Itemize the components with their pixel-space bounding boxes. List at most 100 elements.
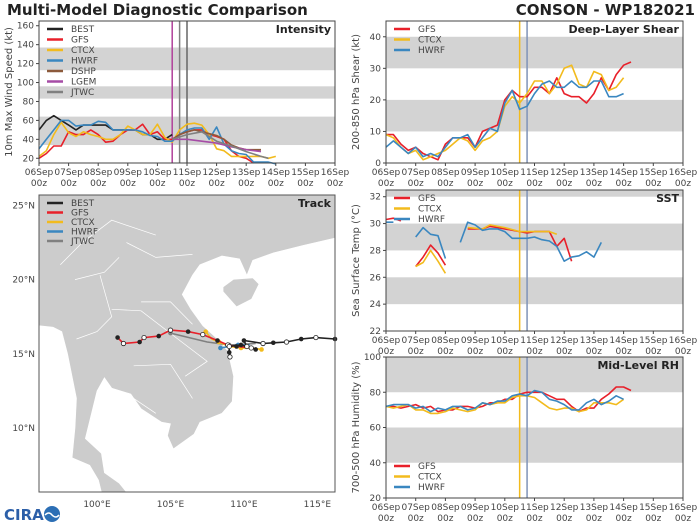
legend-label-hwrf: HWRF	[418, 483, 445, 493]
x-tick-label-date: 08Sep	[431, 168, 460, 178]
lat-tick-label: 15°N	[12, 350, 35, 360]
sst-series-hwrf	[386, 221, 603, 262]
x-tick-label-hour: 00z	[645, 514, 661, 524]
legend-label-gfs: GFS	[71, 209, 89, 219]
x-tick-label-date: 06Sep	[372, 503, 401, 513]
shaded-band	[386, 36, 683, 69]
legend-label-gfs: GFS	[418, 462, 436, 472]
track-point-gfs	[248, 345, 254, 351]
lon-tick-label: 115°E	[304, 500, 332, 510]
x-tick-label-date: 12Sep	[202, 168, 231, 178]
x-tick-label-hour: 00z	[437, 179, 453, 189]
x-tick-label-date: 08Sep	[431, 336, 460, 346]
track-point-best	[226, 343, 232, 350]
x-tick-label-hour: 00z	[526, 179, 542, 189]
x-tick-label-date: 15Sep	[639, 503, 668, 513]
y-tick-label: 20	[370, 96, 382, 106]
y-tick-label: 32	[370, 193, 381, 203]
shaded-band	[386, 190, 683, 197]
x-tick-label-date: 12Sep	[550, 168, 579, 178]
x-tick-label-hour: 00z	[120, 179, 136, 189]
legend-label-best: BEST	[71, 25, 95, 35]
x-tick-label-hour: 00z	[378, 179, 394, 189]
x-tick-label-hour: 00z	[645, 179, 661, 189]
country-border	[141, 301, 193, 325]
intensity-series-jtwc	[171, 131, 269, 160]
y-tick-label: 140	[17, 41, 34, 51]
x-tick-label-date: 16Sep	[669, 336, 698, 346]
x-tick-label-hour: 00z	[61, 179, 77, 189]
x-tick-label-hour: 00z	[149, 179, 165, 189]
x-tick-label-date: 08Sep	[431, 503, 460, 513]
x-tick-label-date: 11Sep	[520, 503, 549, 513]
legend-label-jtwc: JTWC	[70, 237, 94, 247]
legend-label-ctcx: CTCX	[71, 218, 95, 228]
legend-label-ctcx: CTCX	[418, 473, 442, 483]
track-panel: 100°E 105°E 110°E 115°E 25°N 20°N 15°N 10°N Trac…	[12, 194, 338, 510]
x-tick-label-hour: 00z	[467, 179, 483, 189]
x-tick-label-hour: 00z	[497, 514, 513, 524]
x-tick-label-hour: 00z	[467, 347, 483, 357]
legend-label-gfs: GFS	[418, 25, 436, 35]
x-tick-label-hour: 00z	[467, 514, 483, 524]
intensity-panel: 2040608010012014016006Sep00z07Sep00z08Se…	[4, 20, 349, 189]
rh-series-ctcx	[385, 395, 625, 415]
x-tick-label-date: 07Sep	[401, 503, 430, 513]
track-point-best	[226, 350, 232, 355]
x-tick-label-date: 14Sep	[262, 168, 291, 178]
y-tick-label: 100	[364, 353, 381, 363]
x-tick-label-date: 14Sep	[609, 336, 638, 346]
x-tick-label-date: 15Sep	[291, 168, 320, 178]
x-tick-label-date: 15Sep	[639, 336, 668, 346]
x-tick-label-hour: 00z	[179, 179, 195, 189]
country-border	[76, 275, 113, 340]
intensity-y-axis-label: 10m Max Wind Speed (kt)	[4, 27, 15, 157]
x-tick-label-date: 14Sep	[609, 503, 638, 513]
intensity-series-hwrf	[38, 119, 276, 165]
track-panel-title: Track	[298, 197, 332, 210]
x-tick-label-hour: 00z	[526, 347, 542, 357]
x-tick-label-hour: 00z	[675, 514, 691, 524]
y-tick-label: 10	[370, 127, 382, 137]
track-point-gfs	[185, 329, 191, 334]
track-point-hwrf	[218, 345, 223, 351]
x-tick-label-date: 13Sep	[580, 503, 609, 513]
figure-title: Multi-Model Diagnostic Comparison	[7, 1, 308, 19]
x-tick-label-date: 07Sep	[401, 336, 430, 346]
x-tick-label-hour: 00z	[327, 179, 343, 189]
track-point-best	[227, 354, 233, 360]
x-tick-label-hour: 00z	[497, 347, 513, 357]
x-tick-label-hour: 00z	[586, 347, 602, 357]
legend-label-gfs: GFS	[418, 194, 436, 204]
sst-plot-area	[386, 190, 683, 331]
legend-label-jtwc: JTWC	[70, 88, 94, 98]
country-border	[60, 219, 156, 266]
x-tick-label-date: 16Sep	[669, 168, 698, 178]
track-point-best	[260, 340, 266, 347]
track-point-best	[298, 336, 304, 342]
lat-tick-label: 10°N	[12, 424, 35, 434]
y-tick-label: 20	[23, 154, 35, 164]
x-tick-label-date: 13Sep	[232, 168, 261, 178]
x-tick-label-hour: 00z	[31, 179, 47, 189]
x-tick-label-date: 06Sep	[372, 336, 401, 346]
y-tick-label: 20	[370, 494, 382, 504]
x-tick-label-date: 16Sep	[669, 503, 698, 513]
x-tick-label-date: 06Sep	[25, 168, 54, 178]
x-tick-label-hour: 00z	[616, 179, 632, 189]
shaded-band	[386, 99, 683, 132]
x-tick-label-hour: 00z	[586, 179, 602, 189]
legend-label-ctcx: CTCX	[418, 205, 442, 215]
x-tick-label-date: 10Sep	[491, 168, 520, 178]
x-tick-label-hour: 00z	[378, 514, 394, 524]
x-tick-label-date: 09Sep	[461, 168, 490, 178]
x-tick-label-hour: 00z	[497, 179, 513, 189]
legend-label-ctcx: CTCX	[418, 36, 442, 46]
track-point-gfs	[215, 338, 220, 343]
x-tick-label-date: 09Sep	[461, 503, 490, 513]
storm-id: CONSON - WP182021	[516, 1, 695, 19]
legend-label-dshp: DSHP	[71, 67, 96, 77]
y-tick-label: 30	[370, 220, 382, 230]
y-tick-label: 26	[370, 273, 382, 283]
x-tick-label-date: 12Sep	[550, 503, 579, 513]
